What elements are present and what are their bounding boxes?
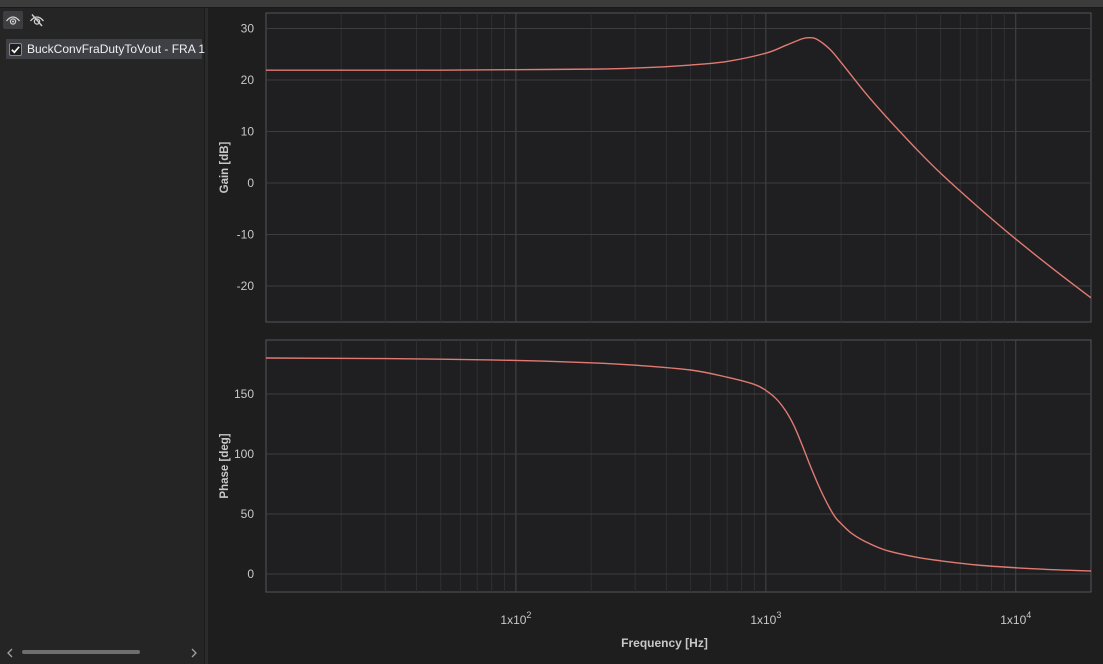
y-tick-label: 100 xyxy=(234,447,254,461)
y-axis-label: Gain [dB] xyxy=(219,141,231,193)
chevron-left-icon xyxy=(7,648,13,657)
y-tick-label: -10 xyxy=(237,227,255,241)
y-tick-label: 30 xyxy=(241,21,255,35)
trace-visibility-checkbox[interactable] xyxy=(9,42,22,56)
eye-icon xyxy=(5,16,21,25)
x-tick-label: 1x104 xyxy=(1000,610,1031,627)
trace-label: BuckConvFraDutyToVout - FRA 1 xyxy=(27,42,206,56)
y-axis-label: Phase [deg] xyxy=(219,433,231,498)
scroll-track[interactable] xyxy=(16,645,188,660)
x-tick-label: 1x103 xyxy=(750,610,781,627)
series-line-0-0 xyxy=(266,36,1091,299)
horizontal-scrollbar[interactable] xyxy=(4,645,200,660)
plot-panel-0 xyxy=(265,12,1092,323)
plot-panel-1 xyxy=(265,339,1092,593)
scroll-thumb[interactable] xyxy=(22,650,140,654)
y-tick-label: 10 xyxy=(241,124,255,138)
y-tick-label: -20 xyxy=(237,279,255,293)
y-tick-label: 50 xyxy=(241,507,255,521)
hide-all-button[interactable] xyxy=(27,11,47,29)
y-tick-label: 20 xyxy=(241,73,255,87)
top-bar xyxy=(0,0,1103,8)
x-tick-label: 1x102 xyxy=(500,610,531,627)
trace-sidebar: BuckConvFraDutyToVout - FRA 1 xyxy=(0,8,205,664)
y-tick-label: 0 xyxy=(247,567,254,581)
bode-plot-area: 30 20 10 0 -10 -20 Gain [dB] 150 100 50 0 Phase [de… xyxy=(208,8,1103,664)
chevron-right-icon xyxy=(191,648,197,657)
scroll-left-button[interactable] xyxy=(4,645,16,660)
series-line-1-0 xyxy=(266,357,1091,572)
x-axis-label: Frequency [Hz] xyxy=(621,636,708,650)
eye-slash-icon xyxy=(29,14,45,27)
scroll-right-button[interactable] xyxy=(188,645,200,660)
trace-list-item[interactable]: BuckConvFraDutyToVout - FRA 1 xyxy=(6,39,206,59)
check-icon xyxy=(11,45,20,53)
y-tick-label: 150 xyxy=(234,387,254,401)
show-all-button[interactable] xyxy=(3,11,23,29)
y-tick-label: 0 xyxy=(247,176,254,190)
sidebar-toolbar xyxy=(3,11,47,31)
